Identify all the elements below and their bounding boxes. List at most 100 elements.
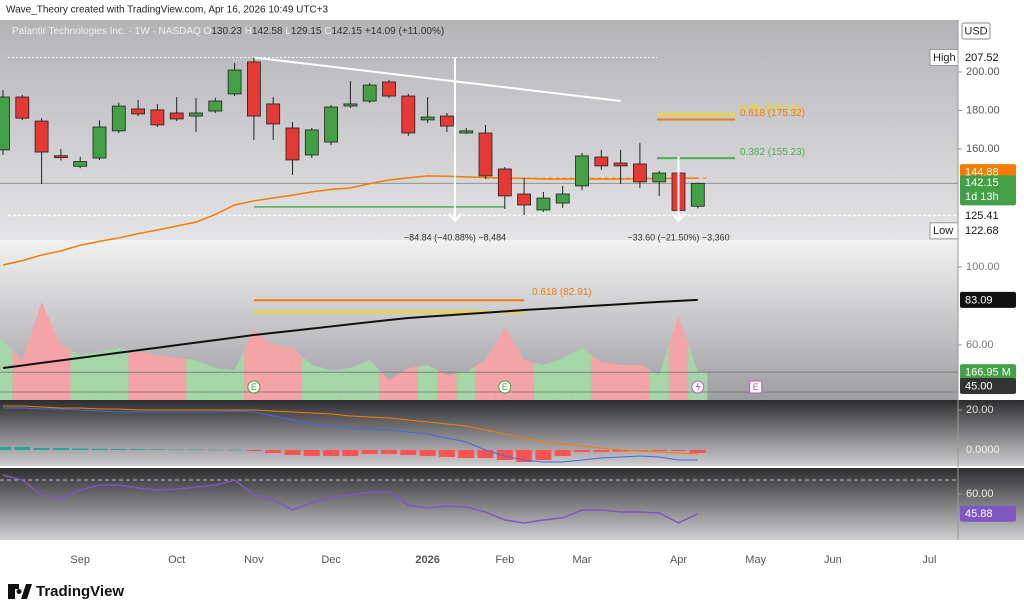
candle-body (575, 155, 589, 187)
histogram-bar (438, 450, 455, 457)
x-tick-label: May (745, 554, 766, 566)
histogram-bar (303, 450, 320, 456)
candle-body (150, 109, 165, 126)
legend-key: C (324, 26, 331, 37)
index-value-box (960, 291, 1016, 308)
legend-value: 130.23 (211, 26, 242, 37)
watermark: Wave_Theory created with TradingView.com… (6, 5, 329, 16)
histogram-bar (226, 449, 243, 451)
volume-area (0, 340, 13, 400)
histogram-bar (91, 448, 108, 450)
histogram-bar (381, 450, 397, 454)
volume-area (167, 356, 187, 400)
candle-body (690, 182, 705, 207)
index-value: 83.09 (965, 294, 993, 306)
histogram-bar (0, 447, 11, 450)
low-value: 122.68 (965, 225, 999, 237)
volume-area (379, 370, 399, 400)
histogram-bar (651, 450, 668, 451)
candle-body (382, 81, 396, 97)
price-value: 142.15 (965, 177, 999, 189)
candle-body (92, 126, 107, 159)
histogram-bar (400, 450, 417, 455)
candle-body (362, 84, 377, 102)
price-box (960, 175, 1016, 206)
histogram-bar (574, 450, 590, 452)
index-line (2, 298, 698, 369)
y-tick-label: 20.00 (966, 404, 994, 416)
volume-area (282, 346, 303, 400)
legend-value: 142.58 (252, 26, 283, 37)
symbol: Palantir Technologies Inc. · 1W · NASDAQ (12, 26, 201, 37)
histogram-bar (670, 450, 687, 451)
signal-line (3, 405, 698, 455)
candle-body (439, 115, 454, 127)
volume-area (630, 365, 650, 400)
y-tick-label: 180.00 (966, 104, 1000, 116)
volume-area (649, 345, 669, 400)
x-tick-label: Apr (670, 554, 687, 566)
range-low-value-box (960, 207, 1016, 224)
rsi-line (2, 474, 699, 524)
volume-area (51, 323, 71, 400)
candle-body (633, 163, 647, 183)
candle-body (246, 61, 261, 117)
volume-area (128, 350, 148, 400)
x-tick-label: Dec (321, 554, 341, 566)
candle-body (536, 197, 551, 211)
volume-area (437, 370, 457, 400)
histogram-bar (323, 450, 340, 456)
candle-body (594, 156, 609, 167)
arrow-head (448, 213, 462, 223)
candle-body (111, 105, 126, 132)
currency-box (961, 22, 991, 40)
candle-body (169, 112, 184, 120)
histogram-bar (110, 449, 127, 450)
candle-body (401, 95, 416, 134)
high-value: 207.52 (965, 52, 999, 64)
x-tick-label: Oct (168, 554, 185, 566)
volume-area (610, 363, 631, 400)
candle-body (304, 129, 319, 156)
volume-value: 166.95 M (965, 367, 1011, 379)
histogram-bar (33, 448, 50, 450)
x-tick-label: 2026 (415, 554, 439, 566)
histogram-bar (207, 449, 224, 451)
histogram-bar (168, 449, 185, 451)
y-tick-label: 0.0000 (966, 444, 1000, 456)
fib-label: 0.65 (178.05) (740, 103, 800, 114)
legend-key: H (245, 26, 252, 37)
countdown: 1d 13h (965, 191, 999, 203)
volume-area (302, 356, 322, 400)
volume-area (553, 353, 573, 400)
event-label: E (502, 382, 508, 392)
histogram-bar (130, 449, 147, 450)
y-tick-label: 100.00 (966, 261, 1000, 273)
candle-body (555, 193, 570, 204)
event-label: E (753, 382, 759, 392)
candle-body (459, 130, 474, 134)
histogram-bar (342, 450, 359, 456)
histogram-bar (265, 450, 282, 453)
y-tick-label: 60.00 (966, 488, 994, 500)
histogram-bar (593, 450, 610, 452)
histogram-bar (535, 450, 552, 460)
high-tag: High (933, 52, 956, 64)
histogram-bar (149, 449, 166, 450)
volume-area (456, 366, 476, 400)
x-tick-label: Nov (244, 554, 264, 566)
range-low-value: 125.41 (965, 210, 999, 222)
candle-body (420, 116, 435, 121)
legend: Palantir Technologies Inc. · 1W · NASDAQ… (12, 26, 444, 37)
y-tick-label: 60.00 (966, 339, 994, 351)
volume-area (340, 364, 361, 400)
legend-key: L (285, 26, 291, 37)
candle-body (517, 193, 531, 206)
volume-area (224, 350, 245, 400)
volume-area (147, 353, 168, 400)
candle-body (73, 161, 88, 167)
brand-logo (8, 584, 32, 599)
legend-key: O (204, 26, 212, 37)
histogram-bar (72, 448, 89, 450)
